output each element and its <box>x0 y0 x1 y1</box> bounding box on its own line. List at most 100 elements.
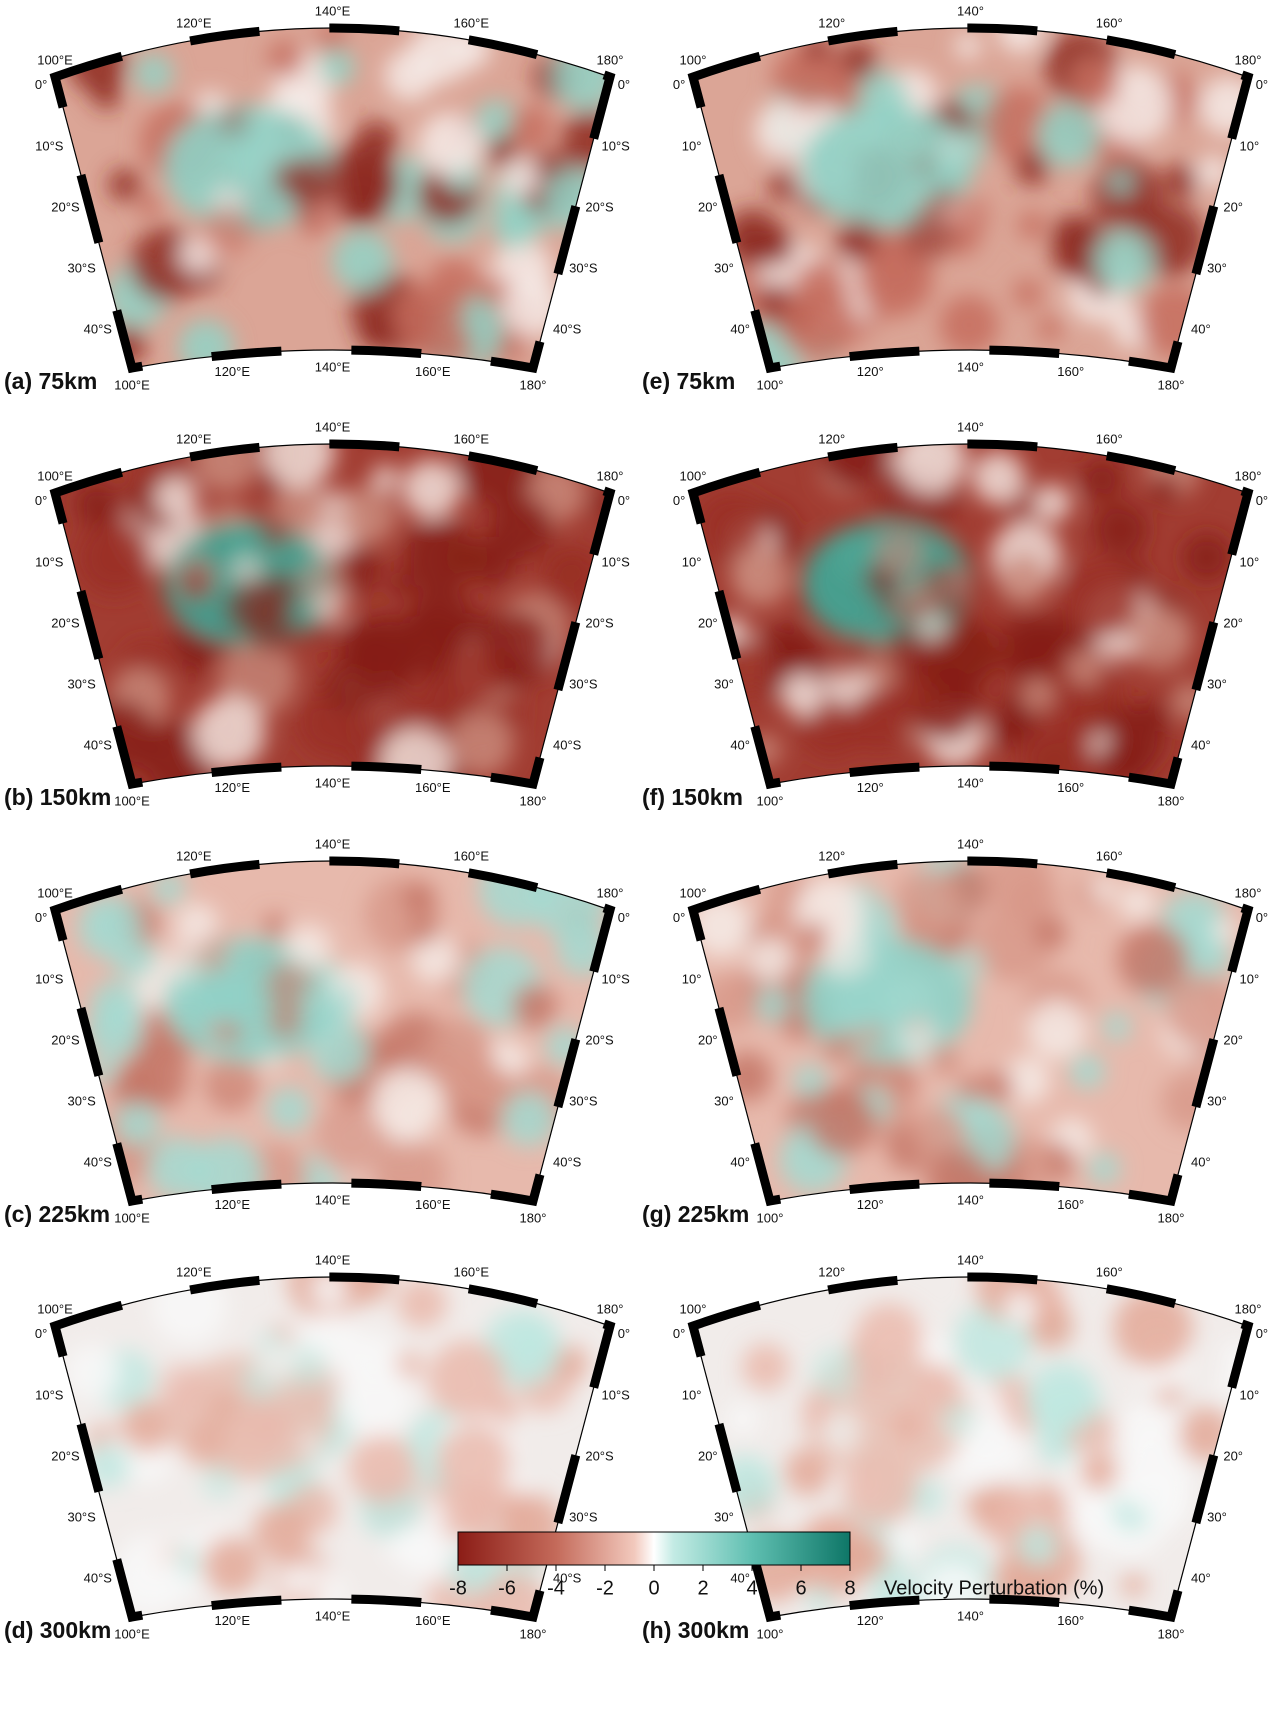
anomaly <box>313 591 348 626</box>
anomaly <box>541 546 607 612</box>
anomaly <box>201 206 251 256</box>
lat-label-left: 20° <box>698 615 718 630</box>
anomaly <box>1033 484 1071 522</box>
lat-label-right: 0° <box>1256 910 1268 925</box>
lon-label-bottom: 160°E <box>415 364 451 379</box>
lon-label-top: 120°E <box>176 16 212 31</box>
panel-label: (e) 75km <box>642 368 735 394</box>
lon-label-bottom: 100° <box>757 377 784 392</box>
anomaly <box>1026 1361 1098 1433</box>
map-field <box>693 7 1257 392</box>
anomaly <box>319 49 355 85</box>
anomaly <box>231 555 261 585</box>
lat-label-left: 0° <box>35 910 47 925</box>
lat-label-right: 10°S <box>602 554 631 569</box>
lat-label-right: 40° <box>1191 738 1211 753</box>
map-panel: 100°E100°E120°E120°E140°E140°E160°E160°E… <box>4 3 630 394</box>
anomaly <box>1093 230 1155 292</box>
map-panel: 100°100°120°120°140°140°160°160°180°180°… <box>642 3 1268 394</box>
anomaly <box>279 1564 312 1597</box>
anomaly <box>393 282 464 353</box>
lon-label-top: 120°E <box>176 432 212 447</box>
anomaly <box>1004 1291 1038 1325</box>
lon-label-top: 140° <box>957 836 984 851</box>
anomaly <box>147 1137 209 1199</box>
anomaly <box>1002 712 1032 742</box>
anomaly <box>284 922 334 972</box>
lon-label-bottom: 120°E <box>214 364 250 379</box>
map-panel: 100°E100°E120°E120°E140°E140°E160°E160°E… <box>4 836 630 1227</box>
lat-label-right: 30° <box>1207 1509 1227 1524</box>
anomaly <box>348 627 383 662</box>
anomaly <box>254 1504 310 1560</box>
anomaly <box>781 673 823 715</box>
anomaly <box>803 34 831 62</box>
anomaly <box>1018 211 1047 240</box>
lat-label-right: 40° <box>1191 322 1211 337</box>
lon-label-top: 180° <box>597 52 624 67</box>
anomaly <box>1081 458 1123 500</box>
lat-label-left: 40°S <box>84 1155 113 1170</box>
lat-label-right: 20° <box>1223 615 1243 630</box>
lon-label-top: 140°E <box>315 419 351 434</box>
anomaly <box>76 519 153 596</box>
lat-label-right: 20°S <box>585 615 614 630</box>
anomaly <box>967 1491 995 1519</box>
anomaly <box>444 646 501 703</box>
lon-label-bottom: 120°E <box>214 1197 250 1212</box>
lat-label-right: 0° <box>618 77 630 92</box>
panel-label: (c) 225km <box>4 1201 110 1227</box>
lon-label-bottom: 180° <box>520 377 547 392</box>
anomaly <box>512 984 557 1029</box>
anomaly <box>847 689 911 753</box>
lat-label-right: 30°S <box>569 1509 598 1524</box>
lon-label-bottom: 160° <box>1057 1197 1084 1212</box>
anomaly <box>1034 917 1067 950</box>
anomaly <box>428 1340 507 1419</box>
anomaly <box>268 1005 303 1040</box>
lat-label-left: 20°S <box>51 199 80 214</box>
lat-label-left: 0° <box>673 1326 685 1341</box>
lat-label-right: 10° <box>1240 1387 1260 1402</box>
colorbar-tick-label: 4 <box>746 1577 757 1599</box>
anomaly <box>155 476 198 519</box>
lon-label-bottom: 180° <box>1158 1626 1185 1641</box>
lat-label-left: 20°S <box>51 615 80 630</box>
lat-label-left: 30° <box>714 260 734 275</box>
anomaly <box>201 1464 237 1500</box>
lat-label-left: 10° <box>682 554 702 569</box>
lat-label-left: 40° <box>730 1155 750 1170</box>
lon-label-top: 180° <box>1235 1301 1262 1316</box>
lon-label-bottom: 100°E <box>114 793 150 808</box>
anomaly <box>134 54 173 93</box>
lon-label-bottom: 120°E <box>214 780 250 795</box>
lon-label-top: 100° <box>680 1301 707 1316</box>
anomaly <box>263 914 287 938</box>
anomaly <box>413 919 437 943</box>
anomaly <box>1091 877 1116 902</box>
anomaly <box>256 1342 296 1382</box>
lat-label-right: 40° <box>1191 1155 1211 1170</box>
anomaly <box>700 974 757 1031</box>
lon-label-bottom: 100°E <box>114 1210 150 1225</box>
lon-label-top: 120°E <box>176 849 212 864</box>
anomaly <box>94 912 120 938</box>
anomaly <box>807 1087 876 1156</box>
anomaly <box>115 1102 159 1146</box>
lon-label-bottom: 160°E <box>415 1613 451 1628</box>
lon-label-bottom: 180° <box>520 793 547 808</box>
anomaly <box>260 518 290 548</box>
anomaly <box>437 1425 511 1499</box>
lat-label-right: 10° <box>1240 971 1260 986</box>
anomaly <box>449 712 514 777</box>
anomaly <box>338 485 397 544</box>
colorbar-tick-label: -6 <box>498 1577 516 1599</box>
anomaly <box>801 922 827 948</box>
lon-label-top: 120° <box>818 1265 845 1280</box>
colorbar-tick-label: 2 <box>697 1577 708 1599</box>
map-panel: 100°E100°E120°E120°E140°E140°E160°E160°E… <box>4 1243 630 1643</box>
lon-label-top: 160°E <box>453 1265 489 1280</box>
anomaly <box>1182 533 1231 582</box>
lat-label-right: 40°S <box>553 738 582 753</box>
lat-label-right: 0° <box>618 493 630 508</box>
